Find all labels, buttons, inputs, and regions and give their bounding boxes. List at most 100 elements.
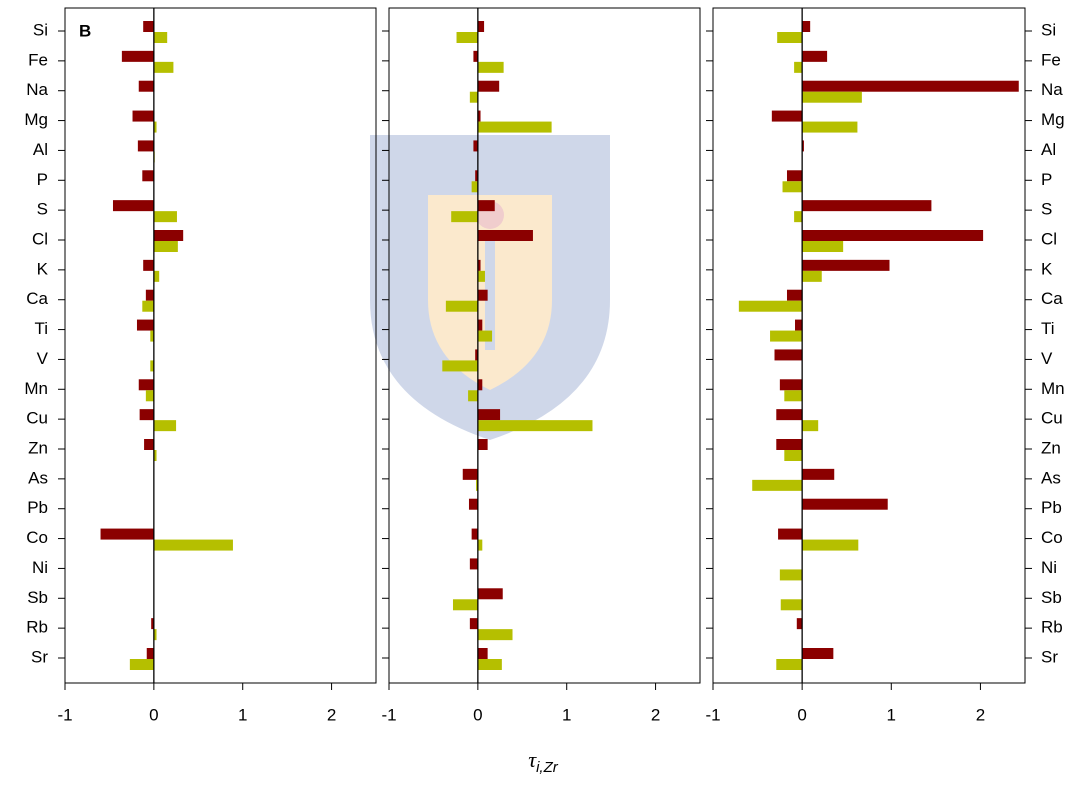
bar <box>154 32 167 43</box>
y-tick-label: As <box>1041 468 1061 487</box>
bar <box>802 21 810 32</box>
bar <box>154 230 183 241</box>
x-tick-label: -1 <box>705 705 720 724</box>
bar <box>144 439 154 450</box>
bar <box>772 111 802 122</box>
bar <box>473 140 477 151</box>
y-tick-label: Sr <box>1041 647 1058 666</box>
x-axis-label: τi,Zr <box>528 747 559 776</box>
bar <box>146 390 154 401</box>
bar <box>802 420 818 431</box>
y-tick-label: Zn <box>1041 438 1061 457</box>
x-tick-label: 0 <box>149 705 158 724</box>
bar <box>143 21 154 32</box>
y-tick-label: Cu <box>1041 409 1063 428</box>
bar <box>138 140 154 151</box>
bar <box>802 499 888 510</box>
bar <box>478 648 488 659</box>
y-tick-label: V <box>1041 349 1053 368</box>
y-tick-label: Co <box>1041 528 1063 547</box>
bar <box>478 81 499 92</box>
bar <box>739 301 802 312</box>
y-tick-label: P <box>37 170 48 189</box>
bar <box>784 450 802 461</box>
bar <box>478 659 502 670</box>
y-tick-label: V <box>37 349 49 368</box>
y-tick-label: Ti <box>1041 319 1055 338</box>
bar <box>146 290 154 301</box>
bar <box>787 170 802 181</box>
y-tick-label: Mg <box>24 110 48 129</box>
y-tick-label: S <box>37 200 48 219</box>
y-tick-label: Si <box>1041 20 1056 39</box>
bar <box>478 21 484 32</box>
y-tick-label: Mn <box>24 379 48 398</box>
bar <box>478 409 500 420</box>
bar <box>478 62 504 73</box>
bar <box>478 331 492 342</box>
bar <box>154 211 177 222</box>
x-tick-label: 2 <box>327 705 336 724</box>
bar <box>802 81 1019 92</box>
bar <box>470 92 478 103</box>
y-tick-label: Na <box>1041 80 1063 99</box>
bar <box>457 32 478 43</box>
x-tick-label: 0 <box>797 705 806 724</box>
y-tick-label: Sb <box>1041 588 1062 607</box>
y-tick-label: Mn <box>1041 379 1065 398</box>
y-tick-label: Ti <box>34 319 48 338</box>
y-tick-label: Ni <box>1041 558 1057 577</box>
bar <box>478 290 488 301</box>
x-tick-label: -1 <box>381 705 396 724</box>
bar <box>802 200 931 211</box>
y-tick-label: Ca <box>1041 289 1063 308</box>
x-tick-label: 1 <box>887 705 896 724</box>
bar <box>478 420 593 431</box>
bar <box>794 211 802 222</box>
y-tick-label: Al <box>1041 140 1056 159</box>
panel-label: B <box>79 21 91 40</box>
x-tick-label: 2 <box>976 705 985 724</box>
bar <box>472 529 478 540</box>
y-tick-label: Na <box>26 80 48 99</box>
y-tick-label: Sr <box>31 647 48 666</box>
y-tick-label: Al <box>33 140 48 159</box>
bar <box>137 320 154 331</box>
bar <box>154 540 233 551</box>
bar <box>140 409 154 420</box>
bar <box>154 271 159 282</box>
bar <box>776 439 802 450</box>
bar <box>442 360 478 371</box>
y-tick-label: P <box>1041 170 1052 189</box>
y-tick-label: Cl <box>32 229 48 248</box>
chart: τi,Zr SiFeNaMgAlPSClKCaTiVMnCuZnAsPbCoNi… <box>0 0 1088 780</box>
y-tick-label: K <box>37 259 49 278</box>
bar <box>787 290 802 301</box>
bar <box>130 659 154 670</box>
y-tick-label: Rb <box>26 618 48 637</box>
bar <box>472 181 478 192</box>
bar <box>775 349 803 360</box>
bar <box>752 480 802 491</box>
bar <box>781 599 802 610</box>
y-tick-label: Fe <box>28 50 48 69</box>
bar <box>783 181 803 192</box>
y-tick-label: Rb <box>1041 618 1063 637</box>
bar <box>802 648 833 659</box>
bar <box>802 271 822 282</box>
bar <box>143 260 154 271</box>
bar <box>469 499 478 510</box>
bar <box>463 469 478 480</box>
y-tick-label: Mg <box>1041 110 1065 129</box>
y-tick-label: Fe <box>1041 50 1061 69</box>
x-tick-label: 1 <box>238 705 247 724</box>
x-tick-label: -1 <box>57 705 72 724</box>
bar <box>478 230 533 241</box>
bar <box>133 111 154 122</box>
bar <box>142 170 154 181</box>
bar <box>154 241 178 252</box>
bar <box>446 301 478 312</box>
bar <box>478 122 552 133</box>
bar <box>470 558 478 569</box>
bar <box>780 379 802 390</box>
